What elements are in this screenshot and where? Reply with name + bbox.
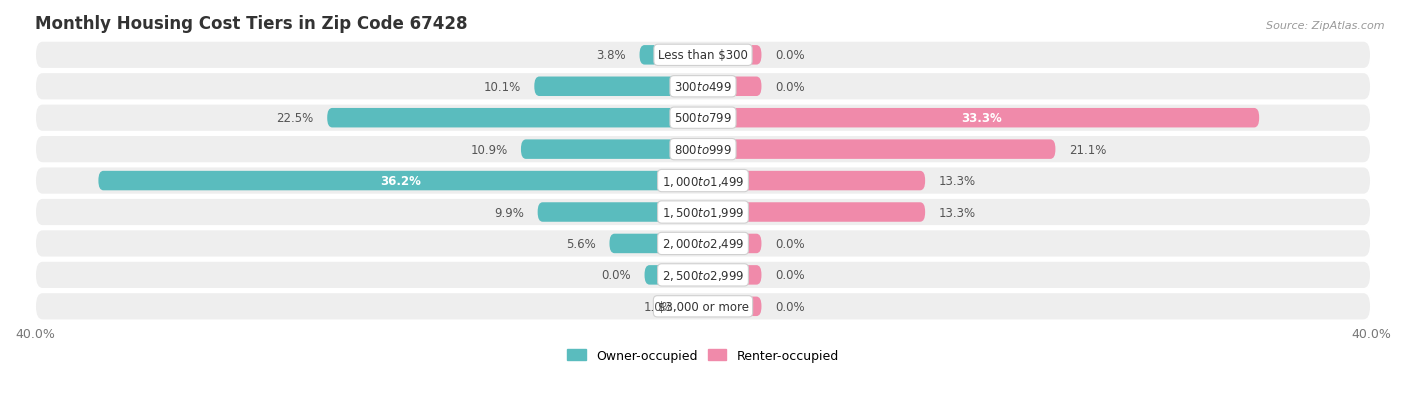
Text: 13.3%: 13.3%: [938, 206, 976, 219]
Text: $800 to $999: $800 to $999: [673, 143, 733, 156]
Text: $2,000 to $2,499: $2,000 to $2,499: [662, 237, 744, 251]
FancyBboxPatch shape: [35, 230, 1371, 258]
FancyBboxPatch shape: [703, 234, 762, 254]
Text: $2,500 to $2,999: $2,500 to $2,999: [662, 268, 744, 282]
Text: 36.2%: 36.2%: [380, 175, 422, 188]
Text: $3,000 or more: $3,000 or more: [658, 300, 748, 313]
FancyBboxPatch shape: [703, 109, 1260, 128]
Text: 0.0%: 0.0%: [775, 81, 804, 93]
Text: 0.0%: 0.0%: [775, 237, 804, 250]
Text: 0.0%: 0.0%: [775, 269, 804, 282]
Text: 10.1%: 10.1%: [484, 81, 522, 93]
Text: 5.6%: 5.6%: [567, 237, 596, 250]
Text: 21.1%: 21.1%: [1069, 143, 1107, 156]
Text: 1.0%: 1.0%: [643, 300, 673, 313]
Text: 13.3%: 13.3%: [938, 175, 976, 188]
Text: $500 to $799: $500 to $799: [673, 112, 733, 125]
FancyBboxPatch shape: [609, 234, 703, 254]
Text: $1,000 to $1,499: $1,000 to $1,499: [662, 174, 744, 188]
FancyBboxPatch shape: [703, 140, 1056, 159]
FancyBboxPatch shape: [703, 203, 925, 222]
FancyBboxPatch shape: [537, 203, 703, 222]
Text: Source: ZipAtlas.com: Source: ZipAtlas.com: [1267, 21, 1385, 31]
FancyBboxPatch shape: [703, 297, 762, 316]
FancyBboxPatch shape: [703, 77, 762, 97]
Text: 22.5%: 22.5%: [277, 112, 314, 125]
FancyBboxPatch shape: [35, 104, 1371, 133]
Text: $1,500 to $1,999: $1,500 to $1,999: [662, 206, 744, 219]
Text: 3.8%: 3.8%: [596, 49, 626, 62]
Text: Less than $300: Less than $300: [658, 49, 748, 62]
FancyBboxPatch shape: [35, 261, 1371, 290]
Legend: Owner-occupied, Renter-occupied: Owner-occupied, Renter-occupied: [562, 344, 844, 367]
Text: 9.9%: 9.9%: [495, 206, 524, 219]
Text: 10.9%: 10.9%: [471, 143, 508, 156]
FancyBboxPatch shape: [703, 171, 925, 191]
FancyBboxPatch shape: [35, 42, 1371, 70]
FancyBboxPatch shape: [328, 109, 703, 128]
FancyBboxPatch shape: [35, 73, 1371, 101]
Text: 0.0%: 0.0%: [602, 269, 631, 282]
FancyBboxPatch shape: [644, 266, 703, 285]
FancyBboxPatch shape: [703, 266, 762, 285]
Text: $300 to $499: $300 to $499: [673, 81, 733, 93]
FancyBboxPatch shape: [35, 135, 1371, 164]
FancyBboxPatch shape: [640, 46, 703, 65]
FancyBboxPatch shape: [35, 167, 1371, 195]
Text: Monthly Housing Cost Tiers in Zip Code 67428: Monthly Housing Cost Tiers in Zip Code 6…: [35, 15, 467, 33]
FancyBboxPatch shape: [35, 292, 1371, 320]
FancyBboxPatch shape: [35, 198, 1371, 227]
FancyBboxPatch shape: [534, 77, 703, 97]
FancyBboxPatch shape: [522, 140, 703, 159]
FancyBboxPatch shape: [98, 171, 703, 191]
Text: 0.0%: 0.0%: [775, 300, 804, 313]
FancyBboxPatch shape: [686, 297, 703, 316]
Text: 0.0%: 0.0%: [775, 49, 804, 62]
FancyBboxPatch shape: [703, 46, 762, 65]
Text: 33.3%: 33.3%: [960, 112, 1001, 125]
